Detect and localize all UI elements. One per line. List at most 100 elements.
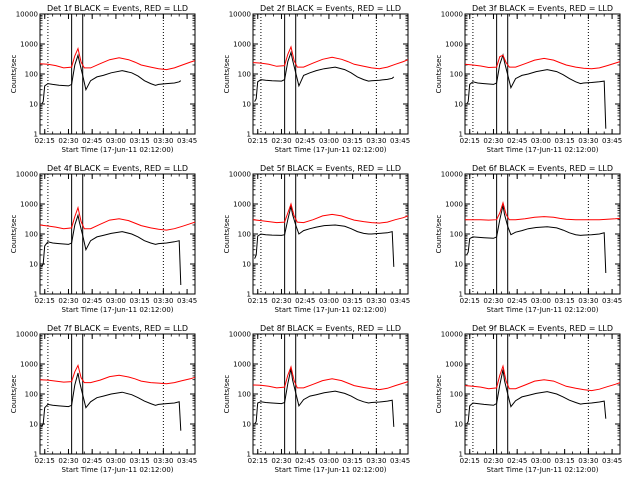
y-tick-label: 10 bbox=[29, 101, 38, 109]
x-tick-label: 02:15 bbox=[460, 457, 480, 465]
panel-det-6: Det 6f BLACK = Events, RED = LLD 1 10 100 10… bbox=[435, 164, 622, 314]
chart-title: Det 1f BLACK = Events, RED = LLD bbox=[47, 4, 188, 13]
y-axis-label: Counts/sec bbox=[10, 375, 18, 414]
y-tick-label: 1000 bbox=[20, 41, 38, 49]
y-tick-label: 1 bbox=[459, 291, 463, 299]
y-tick-label: 10000 bbox=[229, 11, 251, 19]
panel-det-1: Det 1f BLACK = Events, RED = LLD 1 10 100 10… bbox=[10, 4, 197, 154]
x-tick-label: 03:30 bbox=[153, 297, 173, 305]
y-tick-label: 10000 bbox=[16, 11, 38, 19]
y-tick-label: 100 bbox=[238, 391, 251, 399]
series-line-lld bbox=[39, 363, 196, 385]
y-tick-label: 100 bbox=[25, 231, 38, 239]
x-tick-label: 02:45 bbox=[295, 137, 315, 145]
series-line-events bbox=[254, 368, 395, 427]
y-axis-label: Counts/sec bbox=[10, 215, 18, 254]
series-line-lld bbox=[464, 54, 621, 70]
y-axis-label: Counts/sec bbox=[223, 375, 231, 414]
series-line-lld bbox=[465, 201, 621, 221]
chart-title: Det 6f BLACK = Events, RED = LLD bbox=[472, 164, 613, 173]
series-line-events bbox=[41, 372, 182, 431]
x-tick-label: 02:45 bbox=[295, 297, 315, 305]
y-tick-label: 10 bbox=[242, 261, 251, 269]
y-tick-label: 1 bbox=[247, 451, 251, 459]
y-tick-label: 100 bbox=[25, 71, 38, 79]
x-tick-label: 03:15 bbox=[555, 297, 575, 305]
x-tick-label: 02:30 bbox=[483, 137, 503, 145]
y-tick-label: 1 bbox=[247, 291, 251, 299]
x-tick-label: 02:45 bbox=[82, 297, 102, 305]
chart-title: Det 4f BLACK = Events, RED = LLD bbox=[47, 164, 188, 173]
x-tick-label: 02:30 bbox=[58, 137, 78, 145]
x-tick-label: 02:30 bbox=[271, 457, 291, 465]
x-tick-label: 02:45 bbox=[507, 297, 527, 305]
series-line-events bbox=[466, 53, 607, 129]
y-tick-label: 1000 bbox=[233, 361, 251, 369]
y-tick-label: 1000 bbox=[445, 361, 463, 369]
x-tick-label: 03:15 bbox=[343, 457, 363, 465]
y-axis-label: Counts/sec bbox=[223, 215, 231, 254]
y-tick-label: 10000 bbox=[441, 171, 463, 179]
series-line-events bbox=[466, 205, 607, 274]
x-tick-label: 03:45 bbox=[602, 137, 622, 145]
y-tick-label: 10000 bbox=[229, 171, 251, 179]
y-axis-label: Counts/sec bbox=[223, 55, 231, 94]
x-tick-label: 02:15 bbox=[248, 457, 268, 465]
series-line-events bbox=[41, 53, 182, 105]
series-line-lld bbox=[39, 47, 196, 71]
plot-frame bbox=[39, 173, 196, 295]
x-tick-label: 03:45 bbox=[390, 457, 410, 465]
x-tick-label: 02:30 bbox=[271, 137, 291, 145]
x-axis-label: Start Time (17-Jun-11 02:12:00) bbox=[62, 146, 174, 154]
series-line-lld bbox=[252, 365, 409, 391]
chart-title: Det 3f BLACK = Events, RED = LLD bbox=[472, 4, 613, 13]
x-tick-label: 03:00 bbox=[531, 297, 551, 305]
x-tick-label: 02:45 bbox=[82, 457, 102, 465]
y-tick-label: 1000 bbox=[233, 201, 251, 209]
x-tick-label: 03:15 bbox=[343, 137, 363, 145]
panel-det-8: Det 8f BLACK = Events, RED = LLD 1 10 100 10… bbox=[223, 324, 410, 474]
y-tick-label: 1000 bbox=[445, 201, 463, 209]
x-axis-label: Start Time (17-Jun-11 02:12:00) bbox=[62, 306, 174, 314]
x-tick-label: 02:15 bbox=[35, 457, 55, 465]
y-tick-label: 1000 bbox=[20, 361, 38, 369]
x-tick-label: 03:45 bbox=[177, 457, 197, 465]
series-line-lld bbox=[39, 205, 196, 231]
x-tick-label: 02:30 bbox=[58, 297, 78, 305]
panel-det-4: Det 4f BLACK = Events, RED = LLD 1 10 100 10… bbox=[10, 164, 197, 314]
x-tick-label: 03:00 bbox=[531, 457, 551, 465]
y-tick-label: 10 bbox=[29, 421, 38, 429]
x-tick-label: 03:00 bbox=[531, 137, 551, 145]
x-tick-label: 03:30 bbox=[153, 137, 173, 145]
x-tick-label: 03:45 bbox=[177, 297, 197, 305]
y-tick-label: 1000 bbox=[233, 41, 251, 49]
y-tick-label: 100 bbox=[238, 71, 251, 79]
x-tick-label: 03:15 bbox=[130, 137, 150, 145]
plot-frame bbox=[39, 13, 196, 135]
plot-frame bbox=[39, 333, 196, 455]
x-tick-label: 03:45 bbox=[177, 137, 197, 145]
y-tick-label: 10000 bbox=[229, 331, 251, 339]
chart-title: Det 9f BLACK = Events, RED = LLD bbox=[472, 324, 613, 333]
y-tick-label: 10 bbox=[242, 101, 251, 109]
y-tick-label: 1 bbox=[34, 131, 38, 139]
x-tick-label: 03:00 bbox=[319, 297, 339, 305]
x-tick-label: 03:30 bbox=[366, 457, 386, 465]
x-axis-label: Start Time (17-Jun-11 02:12:00) bbox=[487, 306, 599, 314]
y-tick-label: 1 bbox=[459, 131, 463, 139]
y-tick-label: 1000 bbox=[20, 201, 38, 209]
x-tick-label: 02:30 bbox=[483, 457, 503, 465]
plot-frame bbox=[464, 13, 621, 135]
x-tick-label: 03:00 bbox=[106, 297, 126, 305]
y-tick-label: 10 bbox=[242, 421, 251, 429]
x-axis-label: Start Time (17-Jun-11 02:12:00) bbox=[62, 466, 174, 474]
x-tick-label: 02:45 bbox=[507, 457, 527, 465]
x-tick-label: 03:15 bbox=[555, 137, 575, 145]
y-tick-label: 10 bbox=[454, 261, 463, 269]
panel-det-5: Det 5f BLACK = Events, RED = LLD 1 10 100 10… bbox=[223, 164, 410, 314]
chart-title: Det 7f BLACK = Events, RED = LLD bbox=[47, 324, 188, 333]
x-tick-label: 03:30 bbox=[366, 137, 386, 145]
plot-frame bbox=[252, 173, 409, 295]
x-tick-label: 03:45 bbox=[390, 137, 410, 145]
